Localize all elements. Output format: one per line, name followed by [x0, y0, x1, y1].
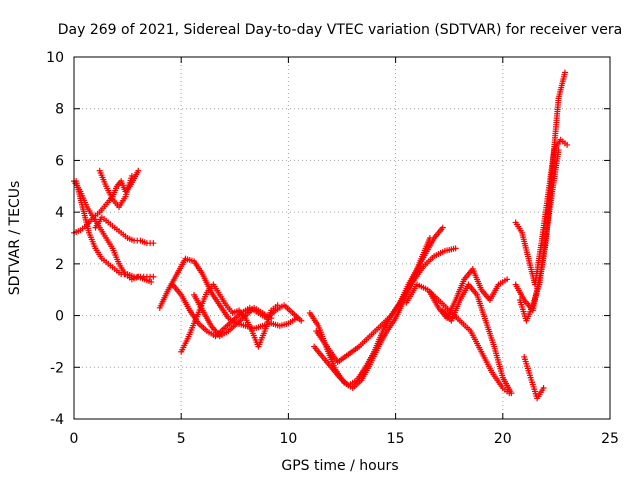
y-tick-label: -2	[50, 360, 64, 376]
data-point	[150, 273, 157, 280]
x-tick-label: 5	[177, 431, 186, 447]
data-point	[128, 172, 135, 179]
data-point	[508, 390, 515, 397]
series-track-e	[96, 167, 135, 210]
x-tick-label: 10	[279, 431, 297, 447]
series-track-l	[313, 245, 459, 366]
y-tick-label: 0	[55, 309, 64, 325]
data-point	[555, 147, 562, 154]
plot-frame	[73, 56, 611, 420]
data-point	[452, 245, 459, 252]
chart-title: Day 269 of 2021, Sidereal Day-to-day VTE…	[58, 22, 622, 38]
x-tick-label: 25	[601, 431, 619, 447]
data-point	[148, 278, 155, 285]
y-tick-label: 10	[46, 50, 64, 66]
y-axis: -4 -2 0 2 4 6 8 10	[46, 50, 610, 428]
data-point	[274, 302, 281, 309]
x-axis: 0 5 10 15 20 25	[70, 57, 619, 447]
x-tick-label: 0	[70, 431, 79, 447]
data-point	[561, 69, 568, 76]
x-tick-label: 20	[494, 431, 512, 447]
y-tick-label: 2	[55, 257, 64, 273]
series-track-p	[521, 353, 547, 402]
data-point	[504, 276, 511, 283]
data-point	[564, 141, 571, 148]
data-point	[135, 167, 142, 174]
series-track-r	[516, 69, 568, 324]
data-marks	[71, 69, 571, 402]
series-track-n	[426, 266, 511, 322]
x-tick-label: 15	[387, 431, 405, 447]
series-track-o	[439, 281, 515, 397]
series-track-c	[73, 178, 157, 280]
grid	[74, 57, 610, 419]
y-tick-label: 4	[55, 205, 64, 221]
series-track-k	[311, 224, 446, 389]
data-point	[268, 315, 275, 322]
data-point	[439, 224, 446, 231]
data-point	[298, 317, 305, 324]
series-track-s	[512, 147, 562, 314]
data-point	[540, 384, 547, 391]
series-track-j	[306, 235, 433, 391]
y-tick-label: -4	[50, 412, 64, 428]
series-track-i	[191, 291, 275, 340]
data-point	[150, 240, 157, 247]
y-tick-label: 8	[55, 102, 64, 118]
y-tick-label: 6	[55, 153, 64, 169]
y-axis-label: SDTVAR / TECUs	[7, 181, 23, 296]
x-axis-label: GPS time / hours	[281, 458, 398, 474]
series-track-d	[92, 214, 157, 247]
